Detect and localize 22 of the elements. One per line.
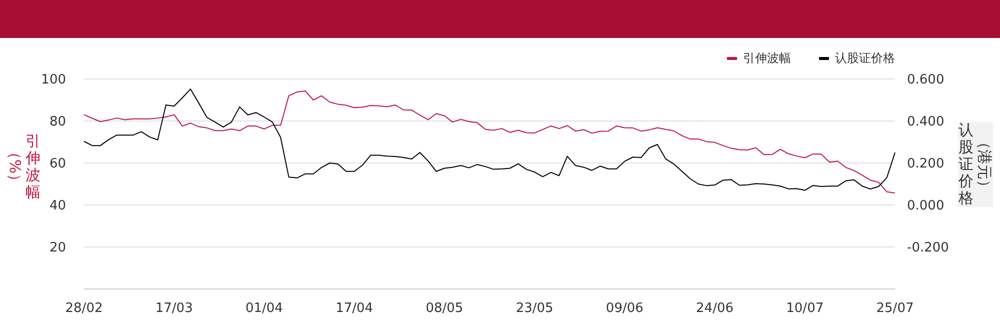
x-tick-label: 24/06 [696, 301, 734, 316]
x-tick-label: 17/03 [155, 301, 193, 316]
y2-tick-label: 0.200 [907, 156, 944, 172]
x-tick-label: 23/05 [516, 301, 554, 316]
x-tick-label: 09/06 [606, 301, 644, 316]
y2-tick-label: 0.600 [907, 72, 944, 88]
x-tick-label: 10/07 [786, 301, 824, 316]
y2-tick-label: -0.200 [907, 240, 949, 256]
x-tick-label: 01/04 [245, 301, 283, 316]
y-tick-label: 80 [49, 114, 66, 130]
y-tick-label: 100 [41, 72, 66, 88]
y-tick-label: 60 [49, 156, 66, 172]
x-tick-label: 08/05 [426, 301, 464, 316]
y2-tick-label: 0.000 [907, 198, 944, 214]
x-tick-label: 28/02 [65, 301, 103, 316]
y-tick-label: 40 [49, 198, 66, 214]
x-tick-label: 25/07 [876, 301, 914, 316]
x-tick-label: 17/04 [336, 301, 374, 316]
legend-label: 认股证价格 [835, 50, 895, 67]
y-tick-label: 20 [49, 240, 66, 256]
legend-label: 引伸波幅 [743, 50, 791, 67]
y2-tick-label: 0.400 [907, 114, 944, 130]
